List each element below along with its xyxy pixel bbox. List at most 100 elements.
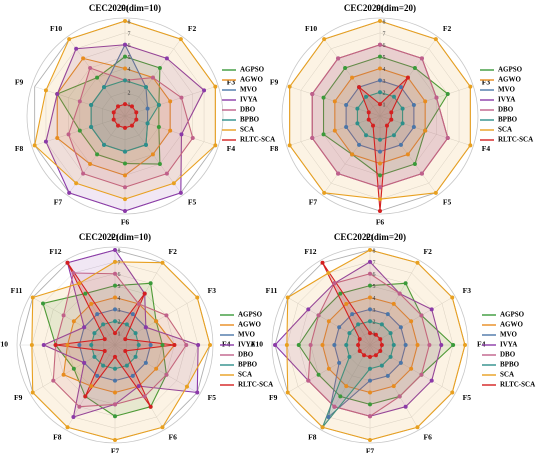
- data-point: [357, 85, 362, 90]
- data-point: [150, 75, 155, 80]
- data-point: [196, 343, 201, 347]
- data-point: [338, 291, 343, 296]
- r-tick-label: 2: [128, 91, 131, 97]
- data-point: [123, 102, 127, 107]
- data-point: [123, 125, 127, 130]
- legend-label: RLTC-SCA: [500, 381, 535, 389]
- data-point: [148, 343, 153, 347]
- data-point: [82, 325, 87, 330]
- category-label: F1: [111, 233, 120, 242]
- data-point: [409, 319, 414, 324]
- data-point: [89, 102, 94, 107]
- data-point: [391, 384, 396, 389]
- data-point: [366, 117, 371, 122]
- data-point: [160, 260, 165, 265]
- data-point: [362, 353, 367, 358]
- data-point: [411, 102, 416, 107]
- data-point: [326, 319, 331, 324]
- data-point: [113, 259, 117, 264]
- data-point: [113, 414, 117, 419]
- data-point: [384, 123, 389, 128]
- outer-circle: [271, 246, 469, 444]
- data-point: [398, 142, 403, 147]
- data-point: [43, 88, 48, 93]
- legend-label: MVO: [498, 86, 516, 94]
- data-point: [405, 75, 410, 80]
- data-point: [308, 343, 313, 347]
- category-label: F6: [424, 432, 433, 441]
- data-point: [113, 390, 117, 395]
- data-point: [179, 95, 184, 100]
- category-label: F7: [309, 197, 318, 206]
- data-point: [385, 312, 390, 317]
- category-label: F1: [121, 4, 130, 13]
- data-point: [368, 319, 372, 324]
- data-point: [368, 283, 372, 288]
- data-point: [160, 425, 165, 430]
- category-label: F3: [208, 286, 217, 295]
- data-point: [355, 106, 360, 111]
- data-point: [320, 425, 325, 430]
- data-point: [389, 117, 394, 122]
- radar-panel: CEC2020(dim=10) 1 2 3 4 5 6 7 8 F1 F2 F3 F4 F5 F6 F7 F8 F…: [15, 3, 275, 227]
- data-point: [124, 363, 129, 368]
- data-point: [350, 152, 355, 157]
- data-point: [142, 291, 147, 296]
- data-point: [71, 271, 76, 276]
- data-point: [415, 425, 420, 430]
- data-point: [320, 260, 325, 265]
- data-point: [343, 65, 348, 70]
- data-point: [378, 54, 382, 59]
- legend-label: SCA: [498, 126, 512, 134]
- data-point: [388, 331, 393, 336]
- r-tick-label: 1: [128, 103, 131, 109]
- data-point: [82, 360, 87, 365]
- data-point: [378, 197, 382, 202]
- category-label: F9: [270, 78, 279, 87]
- category-label: F1: [366, 233, 375, 242]
- category-label: F5: [188, 197, 197, 206]
- data-point: [405, 152, 410, 157]
- category-label: F10: [251, 340, 263, 349]
- legend-label: BPBO: [240, 116, 260, 124]
- data-point: [142, 394, 147, 399]
- data-point: [378, 348, 383, 353]
- data-point: [136, 301, 141, 306]
- legend-label: BPBO: [238, 361, 258, 369]
- data-point: [306, 307, 311, 312]
- data-point: [123, 66, 127, 71]
- data-point: [133, 354, 138, 359]
- category-label: F10: [50, 24, 62, 33]
- data-point: [332, 128, 337, 133]
- data-point: [378, 102, 382, 107]
- r-tick-label: 5: [118, 284, 121, 290]
- data-point: [113, 366, 117, 371]
- data-point: [89, 301, 94, 306]
- category-label: F8: [270, 144, 279, 153]
- data-point: [403, 404, 408, 409]
- data-point: [41, 343, 46, 347]
- r-tick-label: 4: [128, 67, 131, 73]
- data-point: [133, 331, 138, 336]
- legend-label: RLTC-SCA: [498, 136, 533, 144]
- data-point: [371, 123, 376, 128]
- category-label: F3: [482, 78, 491, 87]
- data-point: [423, 128, 428, 133]
- data-point: [391, 94, 396, 99]
- data-point: [344, 384, 349, 389]
- data-point: [368, 354, 372, 359]
- chart-title: CEC2022(dim=10): [79, 232, 151, 242]
- data-point: [148, 281, 153, 286]
- radar-panel: CEC2020(dim=20) 1 2 3 4 5 6 7 8 F1 F2 F3 F4 F5 F6 F7 F8 F…: [270, 3, 533, 227]
- category-label: F10: [0, 340, 8, 349]
- data-point: [123, 149, 127, 154]
- data-point: [378, 78, 382, 83]
- data-point: [43, 139, 48, 144]
- data-point: [123, 54, 127, 59]
- data-point: [368, 414, 372, 419]
- data-point: [30, 295, 35, 300]
- data-point: [30, 390, 35, 395]
- r-tick-label: 4: [118, 296, 121, 302]
- data-point: [113, 378, 117, 383]
